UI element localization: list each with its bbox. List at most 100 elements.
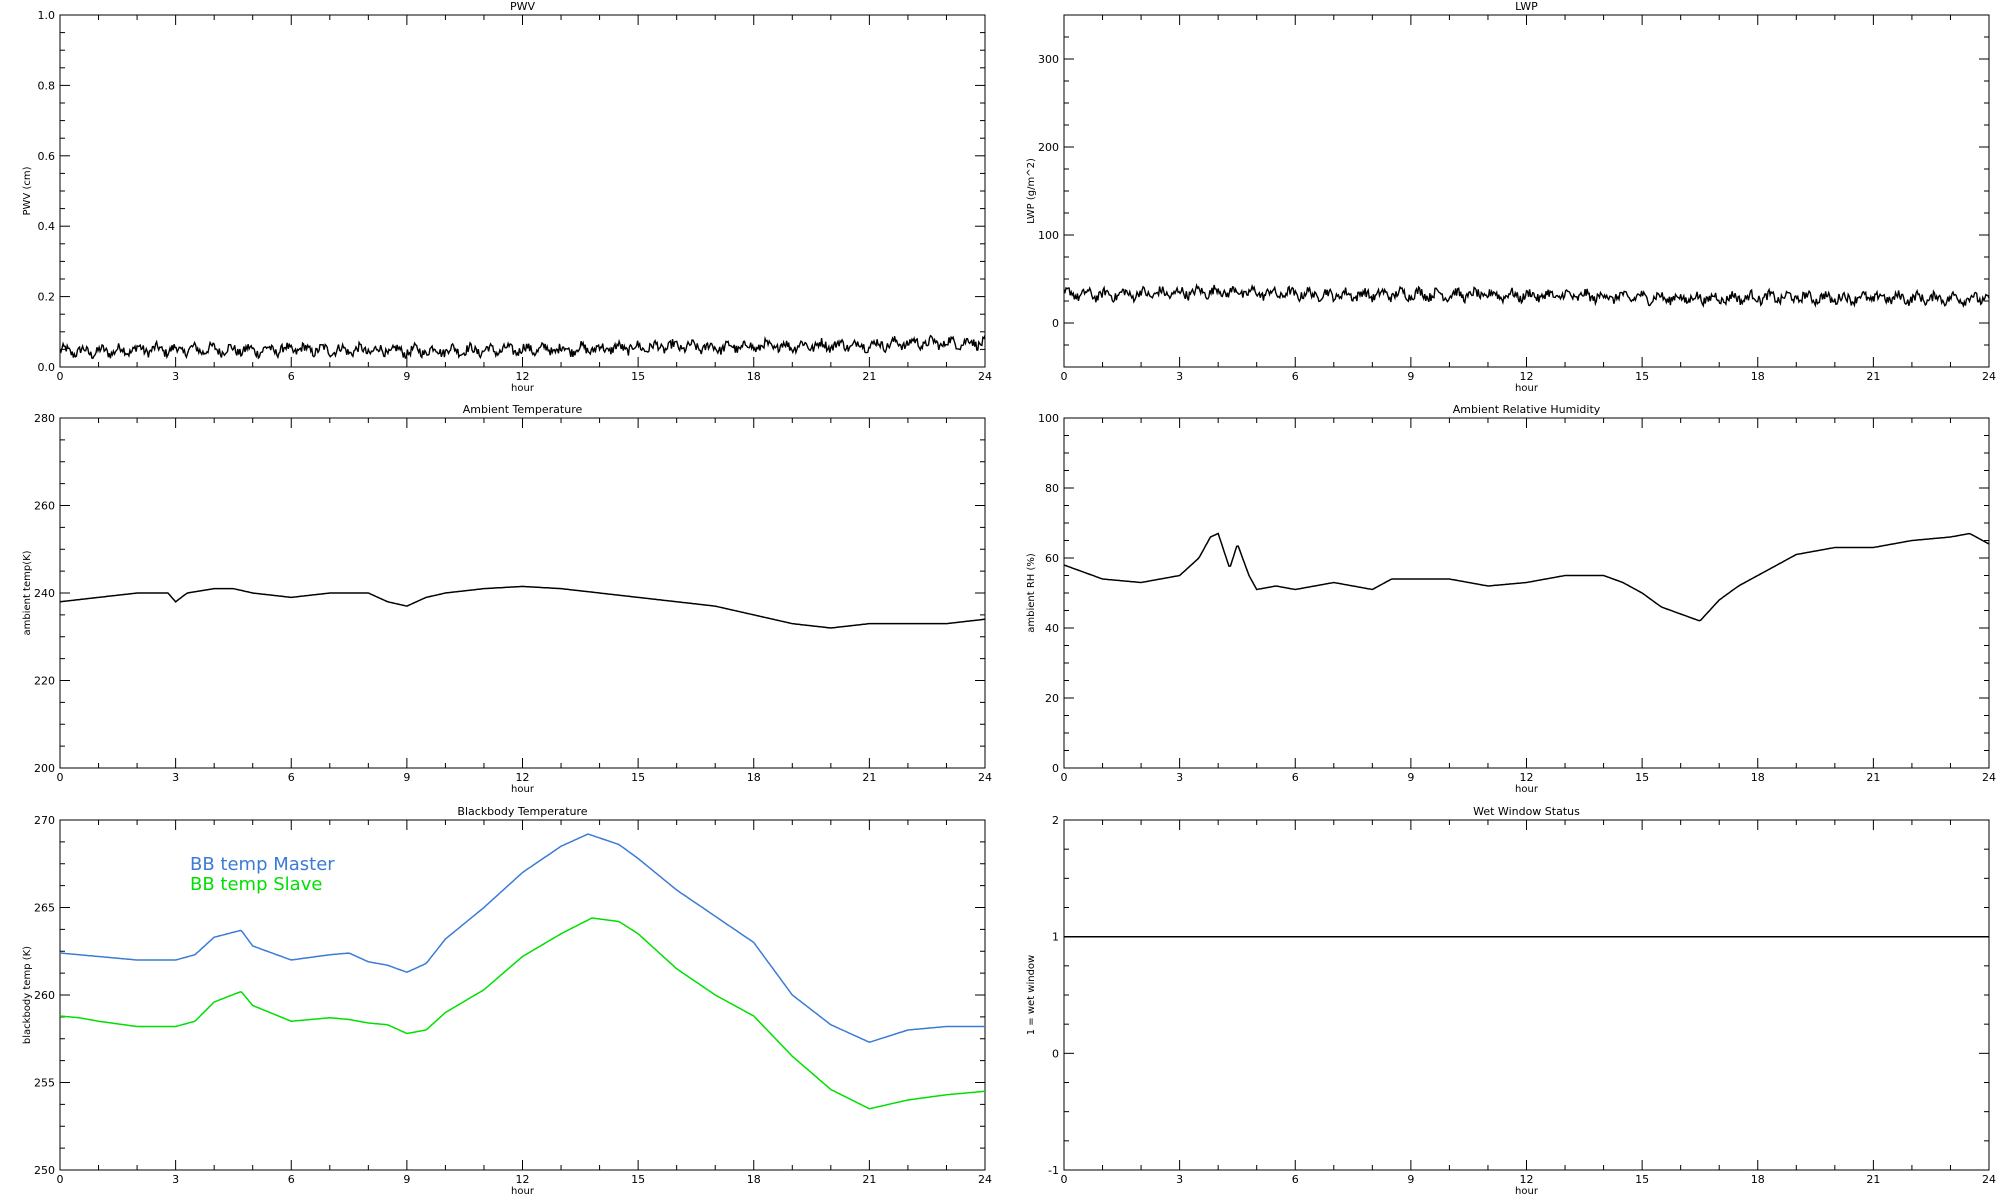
y-tick-label: 260 <box>34 500 55 513</box>
chart-title: LWP <box>1515 0 1538 13</box>
y-tick-label: 0.0 <box>38 361 56 374</box>
x-tick-label: 18 <box>1751 1173 1765 1186</box>
y-tick-label: 220 <box>34 675 55 688</box>
x-tick-label: 12 <box>516 771 530 784</box>
chart-title: PWV <box>510 0 536 13</box>
x-tick-label: 12 <box>1520 1173 1534 1186</box>
y-tick-label: 300 <box>1038 53 1059 66</box>
plot-frame <box>1063 14 1990 368</box>
x-tick-label: 24 <box>1982 370 1996 383</box>
y-tick-label: 0 <box>1052 762 1059 775</box>
y-tick-label: 260 <box>34 989 55 1002</box>
plot-frame <box>59 14 986 368</box>
x-tick-label: 0 <box>57 370 64 383</box>
x-tick-label: 21 <box>1866 771 1880 784</box>
x-tick-label: 6 <box>1292 1173 1299 1186</box>
series-line-1 <box>1063 283 1990 309</box>
y-tick-label: 0.4 <box>38 220 56 233</box>
y-tick-label: 0.6 <box>38 150 56 163</box>
x-tick-label: 15 <box>631 771 645 784</box>
y-tick-label: 200 <box>1038 141 1059 154</box>
y-tick-label: 250 <box>34 1164 55 1177</box>
x-tick-label: 24 <box>978 370 992 383</box>
y-tick-label: 100 <box>1038 229 1059 242</box>
series-line-1 <box>59 833 985 1043</box>
y-tick-label: 100 <box>1038 412 1059 425</box>
x-tick-label: 9 <box>403 771 410 784</box>
x-tick-label: 3 <box>1176 771 1183 784</box>
x-tick-label: 12 <box>1520 370 1534 383</box>
x-tick-label: 24 <box>978 771 992 784</box>
y-tick-label: 1 <box>1052 931 1059 944</box>
x-tick-label: 15 <box>631 370 645 383</box>
plot-frame <box>1063 417 1990 769</box>
plot-frame <box>1063 819 1990 1171</box>
x-tick-label: 21 <box>862 370 876 383</box>
y-tick-label: 60 <box>1045 552 1059 565</box>
x-tick-label: 9 <box>1407 771 1414 784</box>
y-tick-label: 200 <box>34 762 55 775</box>
x-tick-label: 9 <box>403 370 410 383</box>
y-tick-label: 80 <box>1045 482 1059 495</box>
x-axis-label: hour <box>511 784 535 795</box>
x-tick-label: 3 <box>1176 370 1183 383</box>
plot-frame <box>59 417 986 769</box>
y-axis-label: 1 = wet window <box>1026 955 1037 1035</box>
x-tick-label: 21 <box>1866 1173 1880 1186</box>
y-axis-label: blackbody temp (K) <box>22 946 33 1044</box>
x-tick-label: 9 <box>1407 1173 1414 1186</box>
y-axis-label: ambient RH (%) <box>1026 553 1037 633</box>
series-line-1 <box>1063 532 1990 622</box>
chart-panel-4: Ambient Relative Humidity 0 3 6 9 12 15 18 21 24 h… <box>1026 403 1996 795</box>
y-tick-label: 0 <box>1052 317 1059 330</box>
x-tick-label: 6 <box>1292 370 1299 383</box>
y-tick-label: 240 <box>34 587 55 600</box>
y-tick-label: 0.8 <box>38 79 56 92</box>
y-tick-label: 40 <box>1045 622 1059 635</box>
chart-title: Ambient Temperature <box>463 403 583 416</box>
y-tick-label: 0 <box>1052 1047 1059 1060</box>
x-tick-label: 3 <box>172 771 179 784</box>
x-tick-label: 15 <box>1635 370 1649 383</box>
y-tick-label: 280 <box>34 412 55 425</box>
y-tick-label: 255 <box>34 1077 55 1090</box>
x-tick-label: 21 <box>1866 370 1880 383</box>
series-line-1 <box>59 585 986 629</box>
x-tick-label: 3 <box>1176 1173 1183 1186</box>
chart-title: Ambient Relative Humidity <box>1453 403 1601 416</box>
x-tick-label: 0 <box>57 1173 64 1186</box>
chart-panel-2: LWP 0 3 6 9 12 15 18 21 24 hour 0 100 200 300 LWP (g/m^… <box>1026 0 1996 394</box>
x-tick-label: 9 <box>1407 370 1414 383</box>
x-tick-label: 15 <box>1635 771 1649 784</box>
x-tick-label: 6 <box>288 771 295 784</box>
x-tick-label: 21 <box>862 1173 876 1186</box>
x-axis-label: hour <box>511 1186 535 1197</box>
y-tick-label: 1.0 <box>38 9 56 22</box>
x-tick-label: 18 <box>747 1173 761 1186</box>
y-tick-label: 265 <box>34 902 55 915</box>
x-tick-label: 15 <box>631 1173 645 1186</box>
chart-panel-5: Blackbody Temperature 0 3 6 9 12 15 18 21 24 hour 2… <box>22 805 992 1197</box>
x-tick-label: 9 <box>403 1173 410 1186</box>
x-tick-label: 24 <box>1982 1173 1996 1186</box>
x-tick-label: 21 <box>862 771 876 784</box>
chart-panel-1: PWV 0 3 6 9 12 15 18 21 24 hour 0.0 0.2 0.4 0.6 0.8 1.0 P… <box>22 0 992 394</box>
legend-entry-1: BB temp Master <box>190 854 335 875</box>
x-axis-label: hour <box>1515 784 1539 795</box>
y-axis-label: ambient temp(K) <box>22 550 33 635</box>
x-tick-label: 6 <box>1292 771 1299 784</box>
x-axis-label: hour <box>511 383 535 394</box>
x-tick-label: 3 <box>172 370 179 383</box>
legend-entry-2: BB temp Slave <box>190 874 322 895</box>
y-tick-label: 270 <box>34 814 55 827</box>
x-tick-label: 6 <box>288 370 295 383</box>
x-tick-label: 18 <box>1751 370 1765 383</box>
series-line-2 <box>59 917 986 1110</box>
y-tick-label: 2 <box>1052 814 1059 827</box>
y-axis-label: LWP (g/m^2) <box>1026 158 1037 224</box>
x-axis-label: hour <box>1515 383 1539 394</box>
y-tick-label: -1 <box>1048 1164 1059 1177</box>
y-tick-label: 20 <box>1045 692 1059 705</box>
